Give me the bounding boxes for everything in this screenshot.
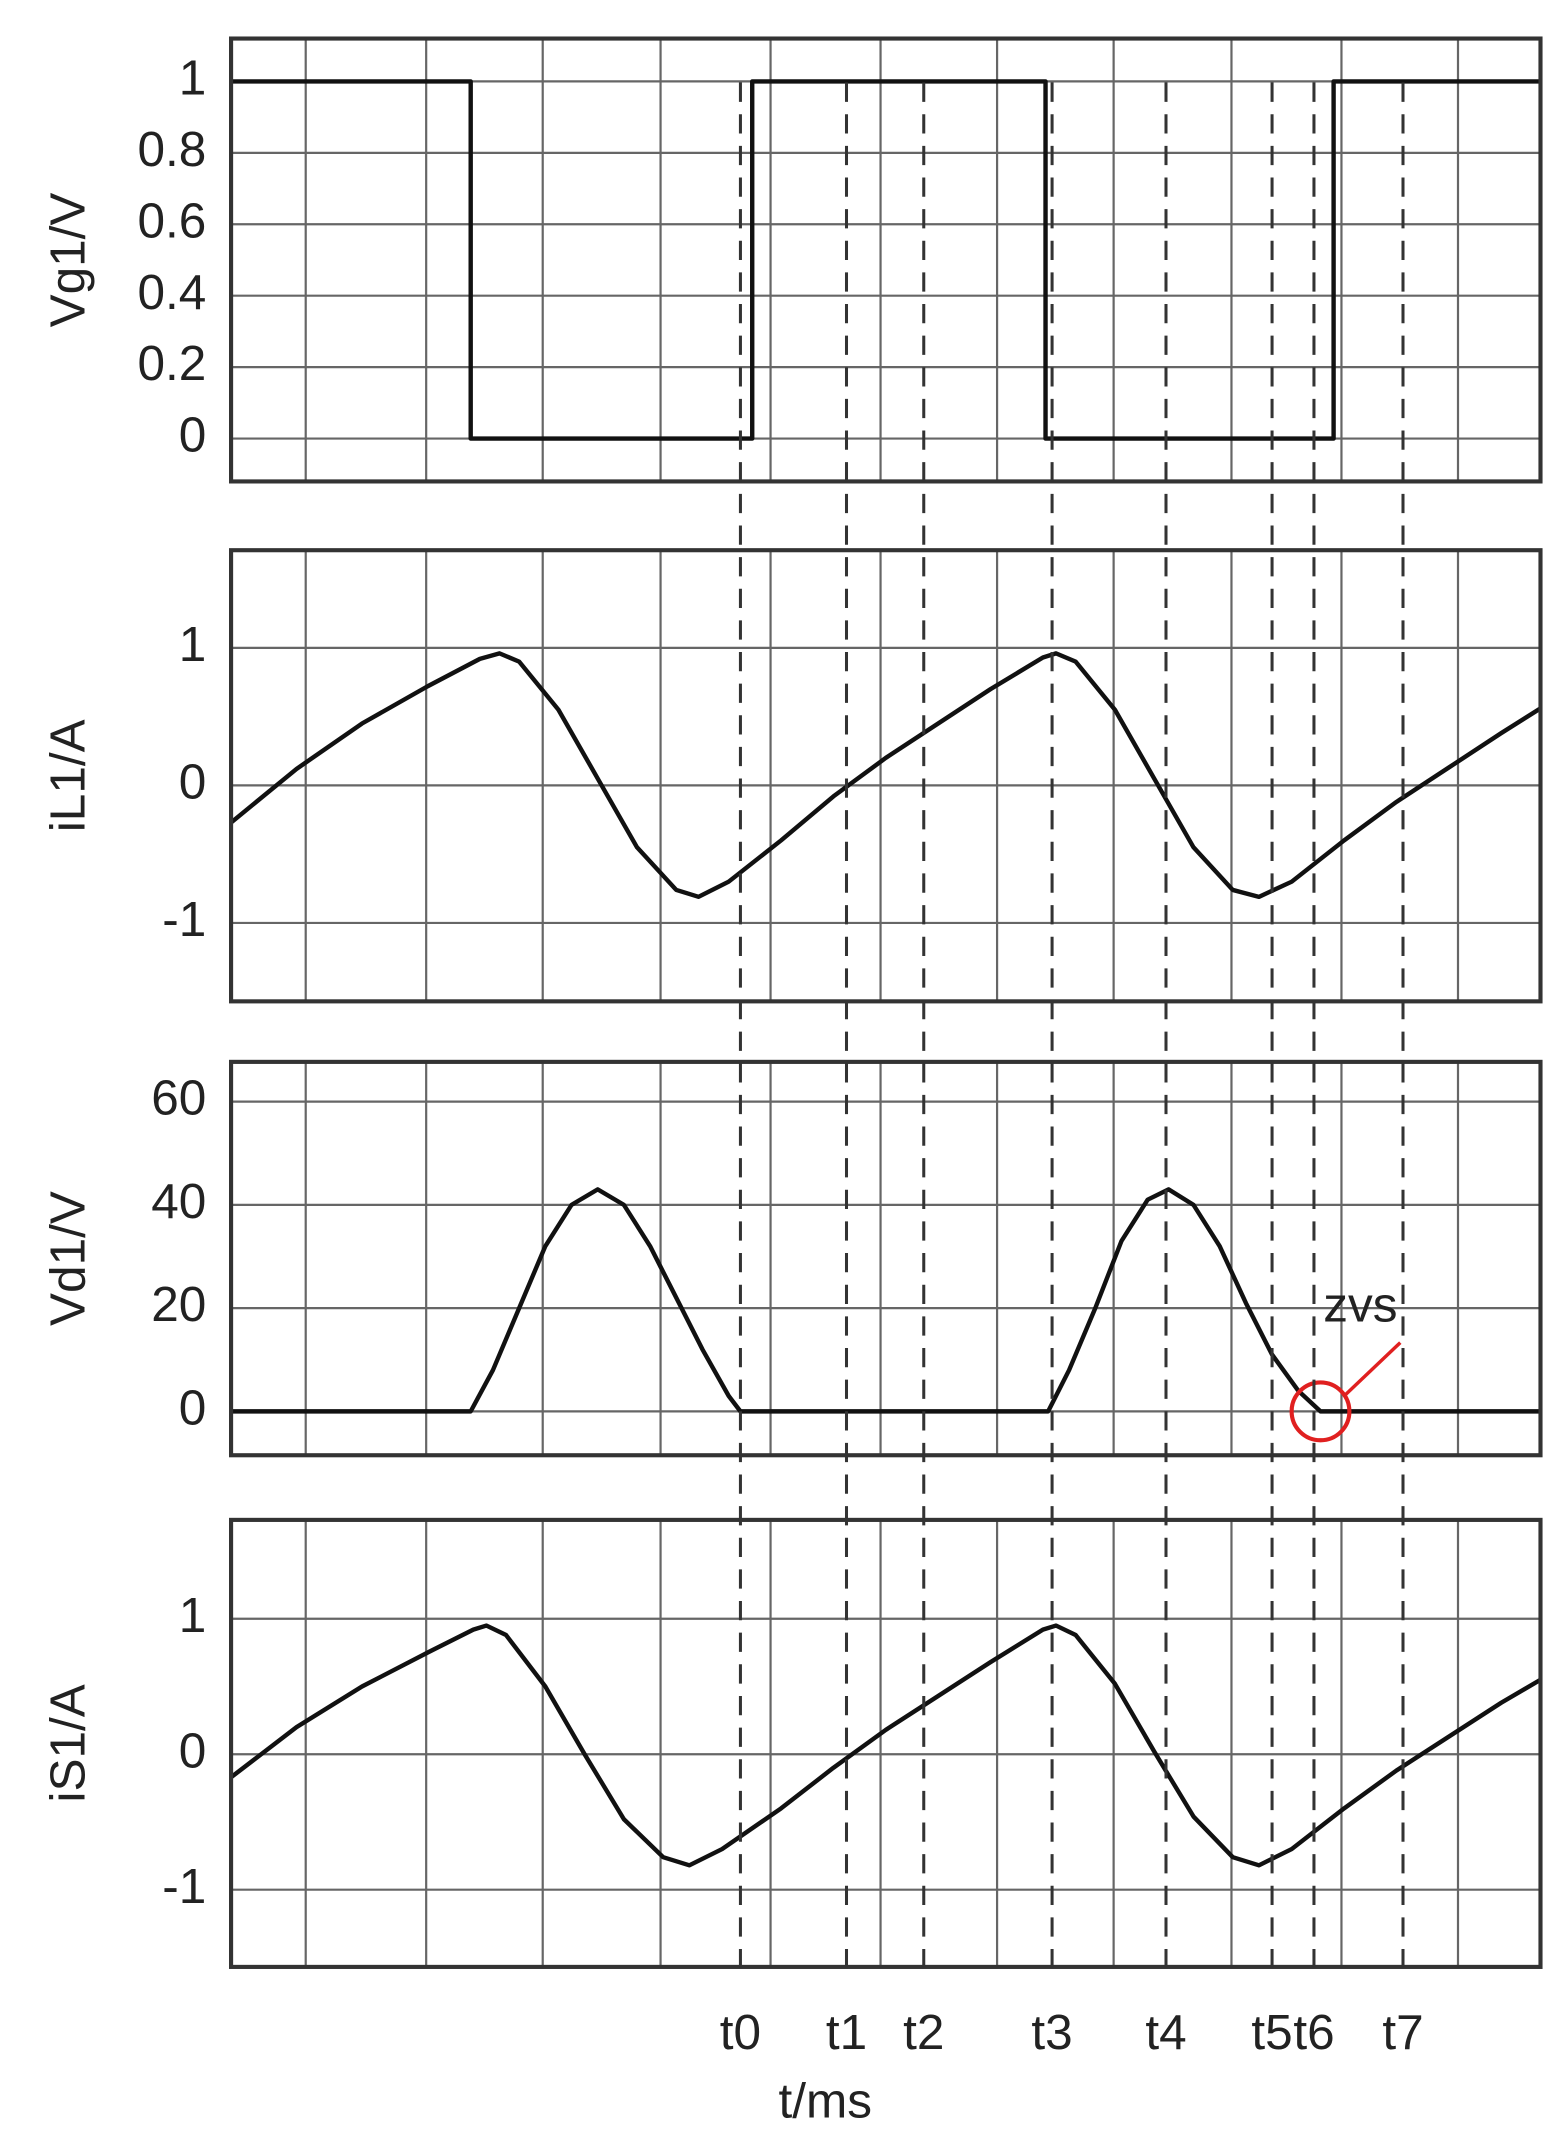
annotation-leader [1344,1341,1402,1397]
plot-frame [229,1517,1543,1969]
plot-background [231,1519,1541,1967]
y-tick-label: 0.8 [138,122,207,177]
y-tick-label: 1 [179,50,207,105]
x-tick-label: t3 [1031,2005,1072,2060]
x-tick-label: t4 [1145,2005,1186,2060]
x-tick-label: t5 [1251,2005,1292,2060]
signal-line [229,1623,1542,1868]
x-tick-label: t7 [1382,2005,1423,2060]
annotation-text: zvs [1323,1277,1397,1332]
y-tick-label: 0 [179,1723,207,1778]
y-tick-label: 0 [179,408,207,463]
plot-frame [229,548,1543,1004]
y-tick-label: 0.6 [138,193,207,248]
y-axis-label: Vd1/V [41,1191,96,1326]
y-axis-label: iL1/A [41,719,96,832]
y-axis-label: iS1/A [41,1684,96,1802]
y-tick-label: 40 [151,1174,206,1229]
y-tick-label: 60 [151,1071,206,1126]
y-tick-label: 0.2 [138,336,207,391]
plot-background [231,550,1541,1002]
x-tick-label: t0 [720,2005,761,2060]
x-axis-label: t/ms [779,2074,873,2129]
y-tick-label: 0 [179,754,207,809]
y-tick-label: -1 [162,1859,206,1914]
x-tick-label: t2 [903,2005,944,2060]
y-tick-label: 1 [179,1588,207,1643]
y-tick-label: 0 [179,1380,207,1435]
x-tick-label: t6 [1293,2005,1334,2060]
signal-line [231,1187,1541,1414]
signal-line [229,651,1542,900]
y-tick-label: 20 [151,1277,206,1332]
y-tick-label: 1 [179,617,207,672]
signal-line [231,79,1541,441]
y-axis-label: Vg1/V [41,193,96,328]
x-tick-label: t1 [826,2005,867,2060]
zvs-marker [1289,1380,1352,1443]
plot-background [231,1061,1541,1456]
plot-frame [229,36,1543,484]
plot-background [231,38,1541,482]
y-tick-label: -1 [162,892,206,947]
plot-frame [229,1059,1543,1458]
y-tick-label: 0.4 [138,265,207,320]
